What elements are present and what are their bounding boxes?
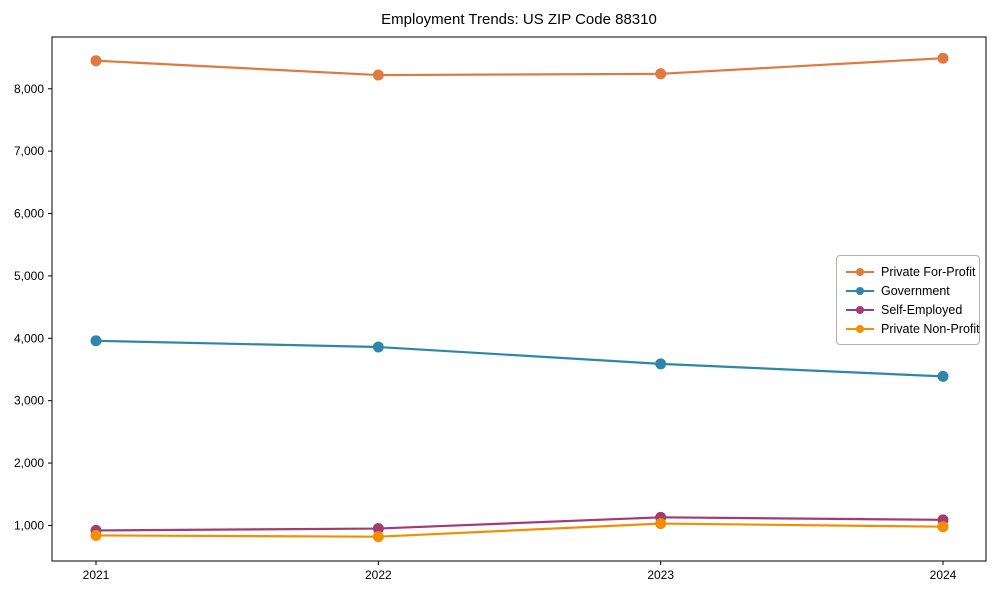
point-private-non-profit-2021 [90,529,102,541]
legend-item: Private For-Profit [846,262,975,281]
legend-line-marker-icon [846,303,874,317]
x-tick-label: 2023 [647,568,674,582]
legend-label: Private Non-Profit [881,321,980,336]
legend-label: Self-Employed [881,302,963,317]
line-private-non-profit [95,522,944,538]
y-tick-label: 6,000 [14,207,44,221]
legend-line-marker-icon [846,284,874,298]
point-private-for-profit-2023 [655,68,667,80]
point-government-2024 [937,370,949,382]
legend-label: Government [881,283,950,298]
point-private-for-profit-2024 [937,52,949,64]
y-tick-label: 1,000 [14,518,44,532]
point-government-2022 [372,341,384,353]
legend-label: Private For-Profit [881,264,976,279]
point-self-employed-2022 [372,523,384,535]
chart-title: Employment Trends: US ZIP Code 88310 [381,11,657,28]
y-tick-label: 2,000 [14,456,44,470]
point-private-non-profit-2023 [655,518,667,530]
y-tick-label: 8,000 [14,82,44,96]
y-tick-label: 3,000 [14,394,44,408]
line-self-employed [95,516,944,532]
point-private-for-profit-2021 [90,55,102,67]
x-tick-label: 2022 [365,568,392,582]
point-private-non-profit-2022 [372,531,384,543]
line-government [95,339,944,378]
point-government-2021 [90,335,102,347]
legend-item: Government [846,281,970,300]
y-tick-label: 5,000 [14,269,44,283]
point-private-for-profit-2022 [372,69,384,81]
legend: Private For-Profit Government Self-Employe… [836,255,980,345]
line-private-for-profit [95,57,944,77]
y-tick-label: 4,000 [14,331,44,345]
x-tick-label: 2021 [83,568,110,582]
legend-line-marker-icon [846,322,874,336]
legend-item: Private Non-Profit [846,319,980,338]
y-tick-label: 7,000 [14,144,44,158]
legend-line-marker-icon [846,265,874,279]
axes-spines [51,36,987,562]
point-government-2023 [655,358,667,370]
point-private-non-profit-2024 [937,521,949,533]
legend-item: Self-Employed [846,300,970,319]
x-tick-label: 2024 [930,568,957,582]
